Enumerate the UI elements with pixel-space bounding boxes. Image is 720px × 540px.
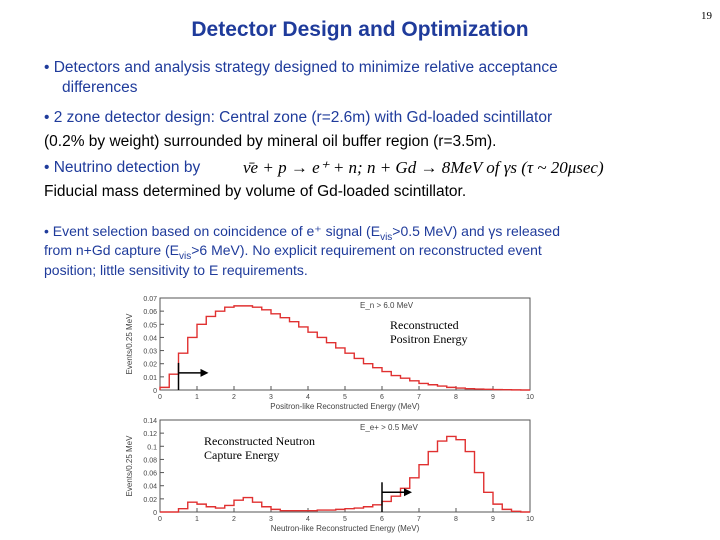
- y-tick-label: 0.03: [143, 349, 157, 356]
- positron-energy-plot: 0 0.01 0.02 0.03 0.04 0.05 0.06 0.07 0 1 2 3 4 5 6 7 8 9 1…: [120, 290, 545, 412]
- y-tick-label: 0: [153, 510, 157, 517]
- x-tick-label: 6: [380, 516, 384, 523]
- x-tick-label: 3: [269, 394, 273, 401]
- y-tick-label: 0.12: [143, 431, 157, 438]
- positron-energy-svg: 0 0.01 0.02 0.03 0.04 0.05 0.06 0.07 0 1 2 3 4 5 6 7 8 9 1…: [125, 296, 534, 411]
- neutron-caption: Reconstructed Neutron Capture Energy: [204, 434, 315, 462]
- selection-line-1-a: • Event selection based on coincidence o…: [44, 223, 381, 239]
- x-tick-label: 7: [417, 394, 421, 401]
- x-axis-label: Positron-like Reconstructed Energy (MeV): [270, 402, 420, 411]
- neutrino-reaction-equation: ν̄e + p → e⁺ + n; n + Gd → 8MeV of γs (τ…: [243, 158, 604, 177]
- y-axis-label: Events/0.25 MeV: [125, 313, 134, 375]
- cut-label: E_n > 6.0 MeV: [360, 301, 414, 310]
- selection-line-1-b: >0.5 MeV) and γs released: [392, 223, 561, 239]
- x-tick-label: 5: [343, 394, 347, 401]
- cut-arrow-head: [404, 488, 412, 497]
- y-tick-label: 0.04: [143, 484, 157, 491]
- bullet-1-line-1: • Detectors and analysis strategy design…: [44, 59, 558, 76]
- bullet-2-line-2: (0.2% by weight) surrounded by mineral o…: [44, 133, 497, 150]
- x-tick-label: 1: [195, 516, 199, 523]
- x-tick-label: 8: [454, 516, 458, 523]
- y-tick-label: 0.14: [143, 418, 157, 425]
- x-axis-label: Neutron-like Reconstructed Energy (MeV): [271, 524, 420, 533]
- y-tick-label: 0.1: [147, 444, 157, 451]
- positron-caption: Reconstructed Positron Energy: [390, 318, 467, 346]
- y-tick-label: 0.07: [143, 296, 157, 303]
- x-tick-label: 6: [380, 394, 384, 401]
- slide-title: Detector Design and Optimization: [191, 18, 529, 41]
- neutron-caption-line-1: Reconstructed Neutron: [204, 434, 315, 448]
- histogram-series: [159, 305, 530, 391]
- histogram-series: [160, 435, 530, 513]
- neutron-energy-svg: 0 0.02 0.04 0.06 0.08 0.1 0.12 0.14 0 1 2 3 4 5 6 7 8 9 10…: [125, 418, 534, 533]
- x-tick-label: 2: [232, 516, 236, 523]
- selection-line-1: • Event selection based on coincidence o…: [44, 223, 560, 243]
- x-tick-label: 8: [454, 394, 458, 401]
- y-tick-label: 0.06: [143, 471, 157, 478]
- cut-label: E_e+ > 0.5 MeV: [360, 423, 418, 432]
- positron-caption-line-1: Reconstructed: [390, 318, 459, 332]
- x-tick-label: 4: [306, 516, 310, 523]
- y-axis-label: Events/0.25 MeV: [125, 435, 134, 497]
- x-tick-label: 9: [491, 394, 495, 401]
- neutron-caption-line-2: Capture Energy: [204, 448, 280, 462]
- x-tick-label: 10: [526, 516, 534, 523]
- selection-line-3: position; little sensitivity to E requir…: [44, 262, 308, 278]
- selection-line-1-sub: vis: [380, 231, 393, 243]
- selection-line-2-b: >6 MeV). No explicit requirement on reco…: [191, 242, 542, 258]
- x-tick-label: 0: [158, 394, 162, 401]
- y-tick-label: 0.01: [143, 375, 157, 382]
- x-tick-label: 0: [158, 516, 162, 523]
- x-tick-label: 3: [269, 516, 273, 523]
- x-tick-label: 10: [526, 394, 534, 401]
- selection-line-2: from n+Gd capture (Evis>6 MeV). No expli…: [44, 242, 542, 262]
- y-tick-label: 0.04: [143, 335, 157, 342]
- bullet-4-text: Fiducial mass determined by volume of Gd…: [44, 183, 467, 200]
- bullet-2-line-1: • 2 zone detector design: Central zone (…: [44, 109, 553, 126]
- y-tick-label: 0.02: [143, 497, 157, 504]
- x-tick-label: 7: [417, 516, 421, 523]
- y-tick-label: 0: [153, 388, 157, 395]
- bullet-1-line-2: differences: [62, 79, 138, 96]
- x-tick-label: 1: [195, 394, 199, 401]
- selection-line-2-a: from n+Gd capture (E: [44, 242, 180, 258]
- neutron-energy-plot: 0 0.02 0.04 0.06 0.08 0.1 0.12 0.14 0 1 2 3 4 5 6 7 8 9 10…: [120, 412, 545, 534]
- y-tick-label: 0.06: [143, 309, 157, 316]
- y-tick-label: 0.08: [143, 457, 157, 464]
- positron-caption-line-2: Positron Energy: [390, 332, 468, 346]
- y-tick-label: 0.05: [143, 322, 157, 329]
- cut-arrow-head: [200, 368, 209, 377]
- x-tick-label: 5: [343, 516, 347, 523]
- x-tick-label: 2: [232, 394, 236, 401]
- x-tick-label: 4: [306, 394, 310, 401]
- bullet-3-text: • Neutrino detection by: [44, 159, 201, 176]
- x-tick-label: 9: [491, 516, 495, 523]
- page-number: 19: [701, 10, 712, 22]
- selection-line-2-sub: vis: [179, 250, 192, 262]
- y-tick-label: 0.02: [143, 362, 157, 369]
